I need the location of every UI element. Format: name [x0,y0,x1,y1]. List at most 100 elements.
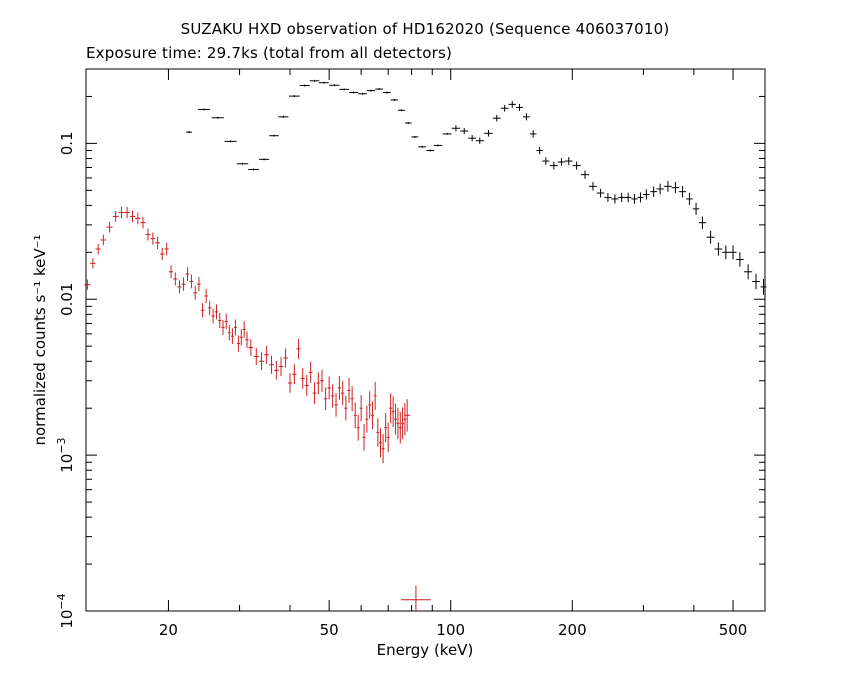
data-point [714,242,723,256]
data-point [211,308,215,324]
chart-subtitle: Exposure time: 29.7ks (total from all de… [86,44,453,62]
data-point [118,206,125,219]
data-point [384,412,388,443]
data-point [239,329,243,346]
data-point [404,122,412,125]
data-point [308,361,313,383]
data-point [401,407,405,440]
data-point [391,396,395,427]
data-point [193,285,198,300]
data-point [278,357,284,376]
data-point [164,242,169,256]
data-point [418,145,427,148]
data-point [339,88,350,91]
data-point [129,210,136,223]
y-tick-label-group: 0.1 [58,131,76,155]
data-point [679,185,687,198]
data-point [760,278,767,295]
data-point [370,401,374,430]
data-point [475,137,484,144]
data-point [383,91,391,94]
data-point [323,387,328,411]
data-point [356,414,360,441]
data-point [611,194,619,204]
data-point [269,355,274,374]
data-point [500,104,509,112]
data-point [288,95,300,98]
data-point [564,157,573,166]
data-point [207,300,212,316]
data-point [230,328,234,344]
data-point [329,84,340,87]
data-point [236,335,240,352]
data-point [618,192,625,203]
data-point [572,161,581,170]
data-point [396,407,400,439]
data-point [189,274,194,289]
data-point [389,393,393,424]
data-point [373,381,377,410]
data-point [589,182,597,191]
data-point [318,81,329,84]
data-point [177,280,182,294]
data-point [523,113,530,121]
data-point [397,109,405,112]
data-point [264,345,270,364]
data-point [698,216,707,229]
y-tick-base: 10 [58,454,76,473]
data-point [729,245,737,260]
y-tick-label: 10−3 [55,437,76,472]
data-point [185,267,190,281]
data-point [278,115,289,118]
data-point [460,127,469,135]
data-point [398,411,402,444]
data-point [542,157,550,165]
data-point [224,313,228,330]
data-point [752,273,760,290]
data-point [549,161,558,170]
data-point [643,189,650,200]
data-point [378,428,382,458]
data-point [426,149,435,152]
data-point [596,188,605,198]
data-point [320,369,324,392]
data-point [292,364,297,385]
y-tick-base: 10 [58,610,76,629]
y-tick-label-group: 0.01 [58,283,76,316]
data-point [224,140,237,143]
x-tick-label: 200 [558,621,587,639]
data-point [218,313,222,329]
data-point [135,212,141,225]
data-point [312,382,317,404]
y-tick-base: 0.01 [58,283,76,316]
data-point [736,252,744,267]
chart-title: SUZAKU HXD observation of HD162020 (Sequ… [180,20,670,38]
data-point [304,374,309,396]
data-point [95,243,101,255]
data-point [248,339,254,356]
y-tick-label: 0.01 [58,283,76,316]
data-point [106,221,113,233]
data-point [211,116,224,119]
data-point [236,162,249,165]
data-point [150,232,156,245]
data-point [353,402,357,429]
data-point [656,183,664,195]
data-point [214,304,219,320]
data-point [327,376,331,400]
data-point [442,132,452,135]
x-tick-label: 50 [320,621,339,639]
data-point [112,210,119,222]
data-point [145,228,151,241]
data-point [296,338,301,360]
data-point [365,405,369,433]
y-axis-label: normalized counts s⁻¹ keV⁻¹ [31,234,49,445]
data-point [283,348,288,368]
data-point [84,279,91,290]
data-point [631,194,638,204]
x-axis-label: Energy (keV) [377,641,474,659]
data-point [155,236,160,250]
data-point [258,352,265,371]
data-point [334,393,338,417]
